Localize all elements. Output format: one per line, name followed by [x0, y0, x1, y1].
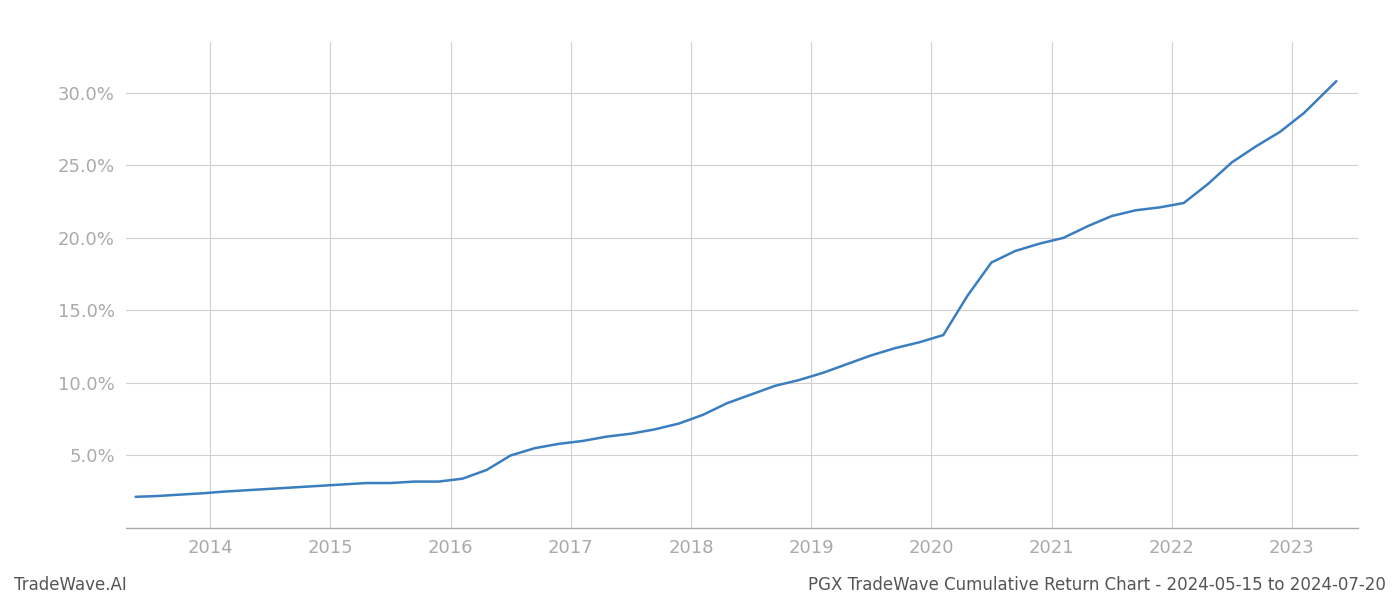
Text: TradeWave.AI: TradeWave.AI — [14, 576, 127, 594]
Text: PGX TradeWave Cumulative Return Chart - 2024-05-15 to 2024-07-20: PGX TradeWave Cumulative Return Chart - … — [808, 576, 1386, 594]
